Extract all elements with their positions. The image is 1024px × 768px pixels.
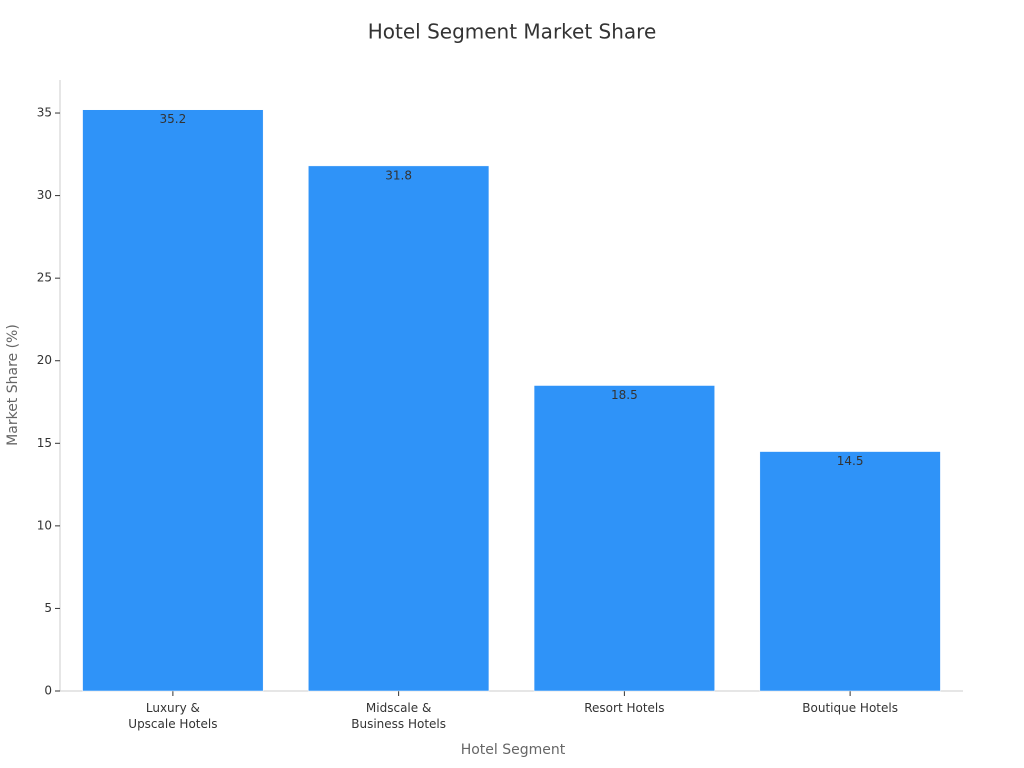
y-tick-label: 10 [37, 518, 52, 532]
chart-title: Hotel Segment Market Share [368, 20, 657, 44]
bar [82, 109, 264, 692]
value-label: 31.8 [385, 168, 412, 182]
y-tick-label: 30 [37, 188, 52, 202]
x-axis-label: Hotel Segment [461, 742, 566, 758]
y-tick-label: 35 [37, 106, 52, 120]
y-tick-label: 25 [37, 271, 52, 285]
bar [308, 165, 490, 692]
value-label: 14.5 [837, 454, 864, 468]
y-axis-label: Market Share (%) [5, 324, 21, 446]
bar [759, 451, 941, 692]
x-tick-label: Midscale & Business Hotels [351, 701, 446, 731]
y-tick-label: 20 [37, 353, 52, 367]
bar [533, 385, 715, 692]
x-tick-label: Resort Hotels [584, 701, 664, 715]
y-tick-label: 15 [37, 436, 52, 450]
value-label: 18.5 [611, 388, 638, 402]
value-label: 35.2 [160, 112, 187, 126]
y-tick-label: 5 [44, 601, 52, 615]
y-tick-label: 0 [44, 684, 52, 698]
x-tick-label: Luxury & Upscale Hotels [128, 701, 217, 731]
x-tick-label: Boutique Hotels [802, 701, 898, 715]
